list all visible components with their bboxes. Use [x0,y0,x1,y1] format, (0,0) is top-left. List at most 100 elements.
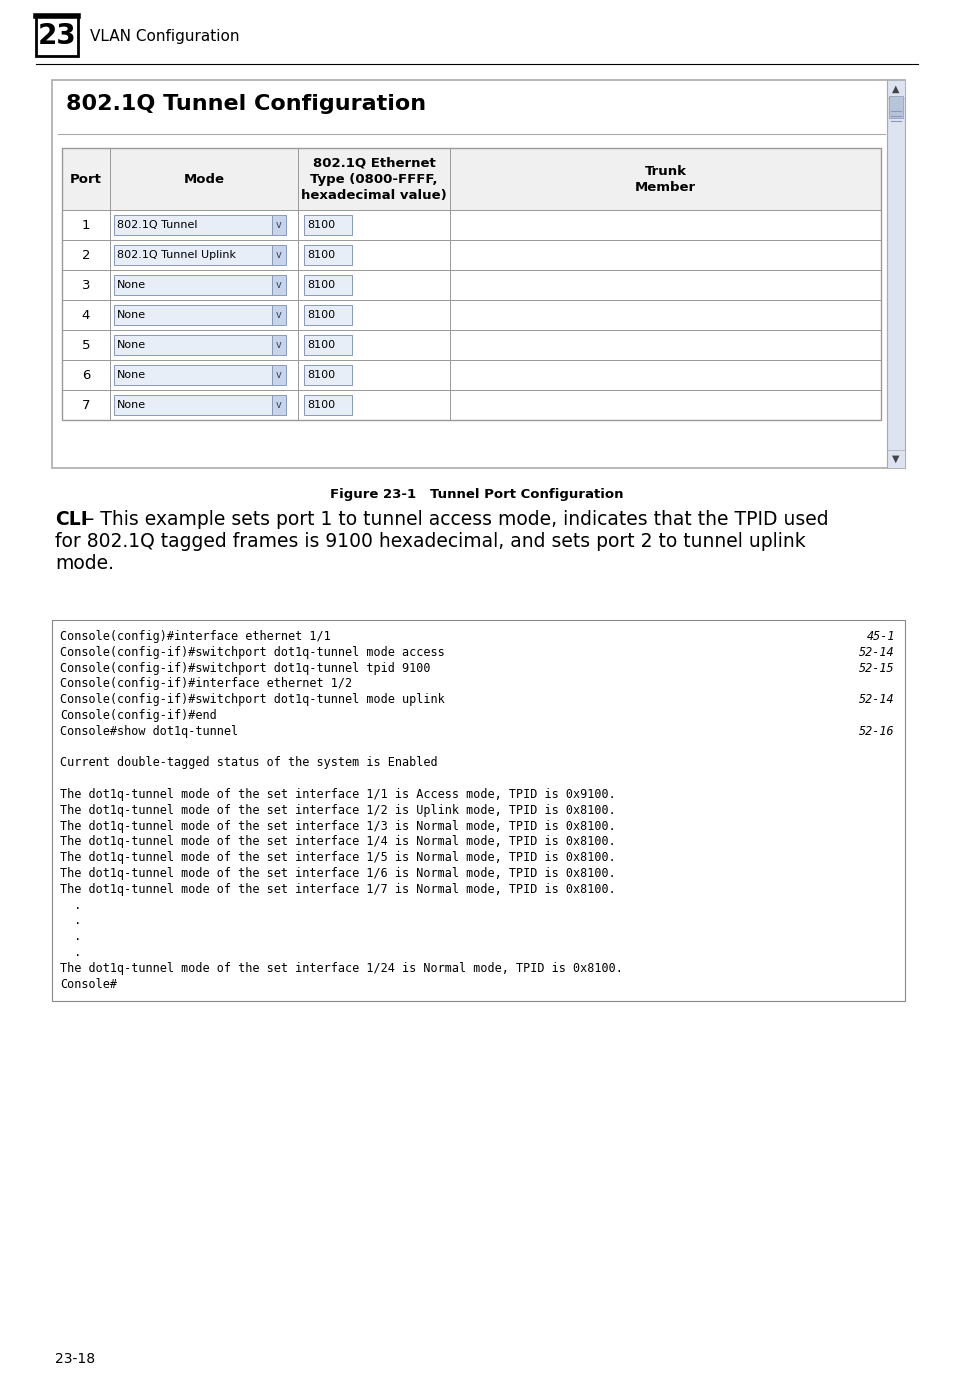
Text: The dot1q-tunnel mode of the set interface 1/6 is Normal mode, TPID is 0x8100.: The dot1q-tunnel mode of the set interfa… [60,868,615,880]
Text: Console(config)#interface ethernet 1/1: Console(config)#interface ethernet 1/1 [60,630,331,643]
Text: ▼: ▼ [891,454,899,464]
Text: 6: 6 [82,368,91,382]
Bar [272,246,286,265]
Text: Console(config-if)#end: Console(config-if)#end [60,709,216,722]
Bar [304,335,352,355]
Bar [113,365,272,384]
Bar [304,246,352,265]
Bar [62,240,880,271]
Text: The dot1q-tunnel mode of the set interface 1/7 is Normal mode, TPID is 0x8100.: The dot1q-tunnel mode of the set interfa… [60,883,615,895]
Text: Console#: Console# [60,977,117,991]
Text: v: v [275,221,281,230]
Bar [113,246,272,265]
Text: v: v [275,371,281,380]
Text: Figure 23-1   Tunnel Port Configuration: Figure 23-1 Tunnel Port Configuration [330,489,623,501]
Text: .: . [60,915,81,927]
Text: Current double-tagged status of the system is Enabled: Current double-tagged status of the syst… [60,756,437,769]
Text: The dot1q-tunnel mode of the set interface 1/5 is Normal mode, TPID is 0x8100.: The dot1q-tunnel mode of the set interfa… [60,851,615,865]
Text: 52-14: 52-14 [859,645,894,659]
Text: v: v [275,310,281,321]
Text: The dot1q-tunnel mode of the set interface 1/4 is Normal mode, TPID is 0x8100.: The dot1q-tunnel mode of the set interfa… [60,836,615,848]
Bar [62,149,880,421]
Text: Trunk
Member: Trunk Member [635,165,696,193]
Text: 45-1: 45-1 [865,630,894,643]
Text: 52-14: 52-14 [859,693,894,706]
Bar [272,396,286,415]
Text: None: None [117,280,146,290]
Text: for 802.1Q tagged frames is 9100 hexadecimal, and sets port 2 to tunnel uplink: for 802.1Q tagged frames is 9100 hexadec… [55,532,805,551]
Text: 8100: 8100 [307,221,335,230]
Bar [113,396,272,415]
Text: None: None [117,340,146,350]
Text: v: v [275,400,281,409]
Text: .: . [60,898,81,912]
Text: The dot1q-tunnel mode of the set interface 1/3 is Normal mode, TPID is 0x8100.: The dot1q-tunnel mode of the set interfa… [60,819,615,833]
Bar [886,81,904,468]
Bar [304,396,352,415]
Bar [886,81,904,99]
Text: Port: Port [70,172,102,186]
Text: None: None [117,400,146,409]
Text: v: v [275,340,281,350]
Bar [52,81,904,468]
Text: None: None [117,310,146,321]
Text: The dot1q-tunnel mode of the set interface 1/1 is Access mode, TPID is 0x9100.: The dot1q-tunnel mode of the set interfa… [60,788,615,801]
Bar [113,275,272,296]
Text: VLAN Configuration: VLAN Configuration [90,29,239,43]
Bar [113,305,272,325]
Bar [304,215,352,235]
Bar [36,17,78,56]
Text: 7: 7 [82,398,91,411]
Text: 802.1Q Tunnel Uplink: 802.1Q Tunnel Uplink [117,250,235,260]
Text: The dot1q-tunnel mode of the set interface 1/2 is Uplink mode, TPID is 0x8100.: The dot1q-tunnel mode of the set interfa… [60,804,615,816]
Text: Mode: Mode [183,172,224,186]
Bar [62,271,880,300]
Text: v: v [275,280,281,290]
Text: 23: 23 [37,22,76,50]
Text: 3: 3 [82,279,91,291]
Text: 1: 1 [82,218,91,232]
Text: 4: 4 [82,308,91,322]
Bar [272,365,286,384]
Text: CLI: CLI [55,509,88,529]
Text: 52-15: 52-15 [859,662,894,675]
Text: 5: 5 [82,339,91,351]
Text: Console(config-if)#switchport dot1q-tunnel mode access: Console(config-if)#switchport dot1q-tunn… [60,645,444,659]
Bar [113,215,272,235]
Text: None: None [117,371,146,380]
Bar [888,96,902,118]
Text: 2: 2 [82,248,91,261]
Text: ▲: ▲ [891,85,899,94]
Text: 52-16: 52-16 [859,725,894,738]
Bar [272,215,286,235]
Bar [62,390,880,421]
Text: The dot1q-tunnel mode of the set interface 1/24 is Normal mode, TPID is 0x8100.: The dot1q-tunnel mode of the set interfa… [60,962,622,974]
Text: Console(config-if)#switchport dot1q-tunnel tpid 9100: Console(config-if)#switchport dot1q-tunn… [60,662,430,675]
Bar [304,305,352,325]
Bar [304,275,352,296]
Bar [62,300,880,330]
Text: v: v [275,250,281,260]
Text: .: . [60,947,81,959]
Text: 23-18: 23-18 [55,1352,95,1366]
Text: 8100: 8100 [307,400,335,409]
Text: 8100: 8100 [307,310,335,321]
Bar [304,365,352,384]
Bar [62,210,880,240]
Text: 802.1Q Tunnel: 802.1Q Tunnel [117,221,197,230]
Bar [62,359,880,390]
Text: Console(config-if)#interface ethernet 1/2: Console(config-if)#interface ethernet 1/… [60,677,352,690]
Bar [113,335,272,355]
Text: Console#show dot1q-tunnel: Console#show dot1q-tunnel [60,725,238,738]
Bar [52,620,904,1001]
Text: Console(config-if)#switchport dot1q-tunnel mode uplink: Console(config-if)#switchport dot1q-tunn… [60,693,444,706]
Bar [272,305,286,325]
Text: – This example sets port 1 to tunnel access mode, indicates that the TPID used: – This example sets port 1 to tunnel acc… [85,509,828,529]
Bar [62,330,880,359]
Bar [272,335,286,355]
Bar [62,149,880,210]
Text: 802.1Q Tunnel Configuration: 802.1Q Tunnel Configuration [66,94,426,114]
Text: .: . [60,930,81,944]
Text: 802.1Q Ethernet
Type (0800-FFFF,
hexadecimal value): 802.1Q Ethernet Type (0800-FFFF, hexadec… [301,157,446,201]
Text: 8100: 8100 [307,250,335,260]
